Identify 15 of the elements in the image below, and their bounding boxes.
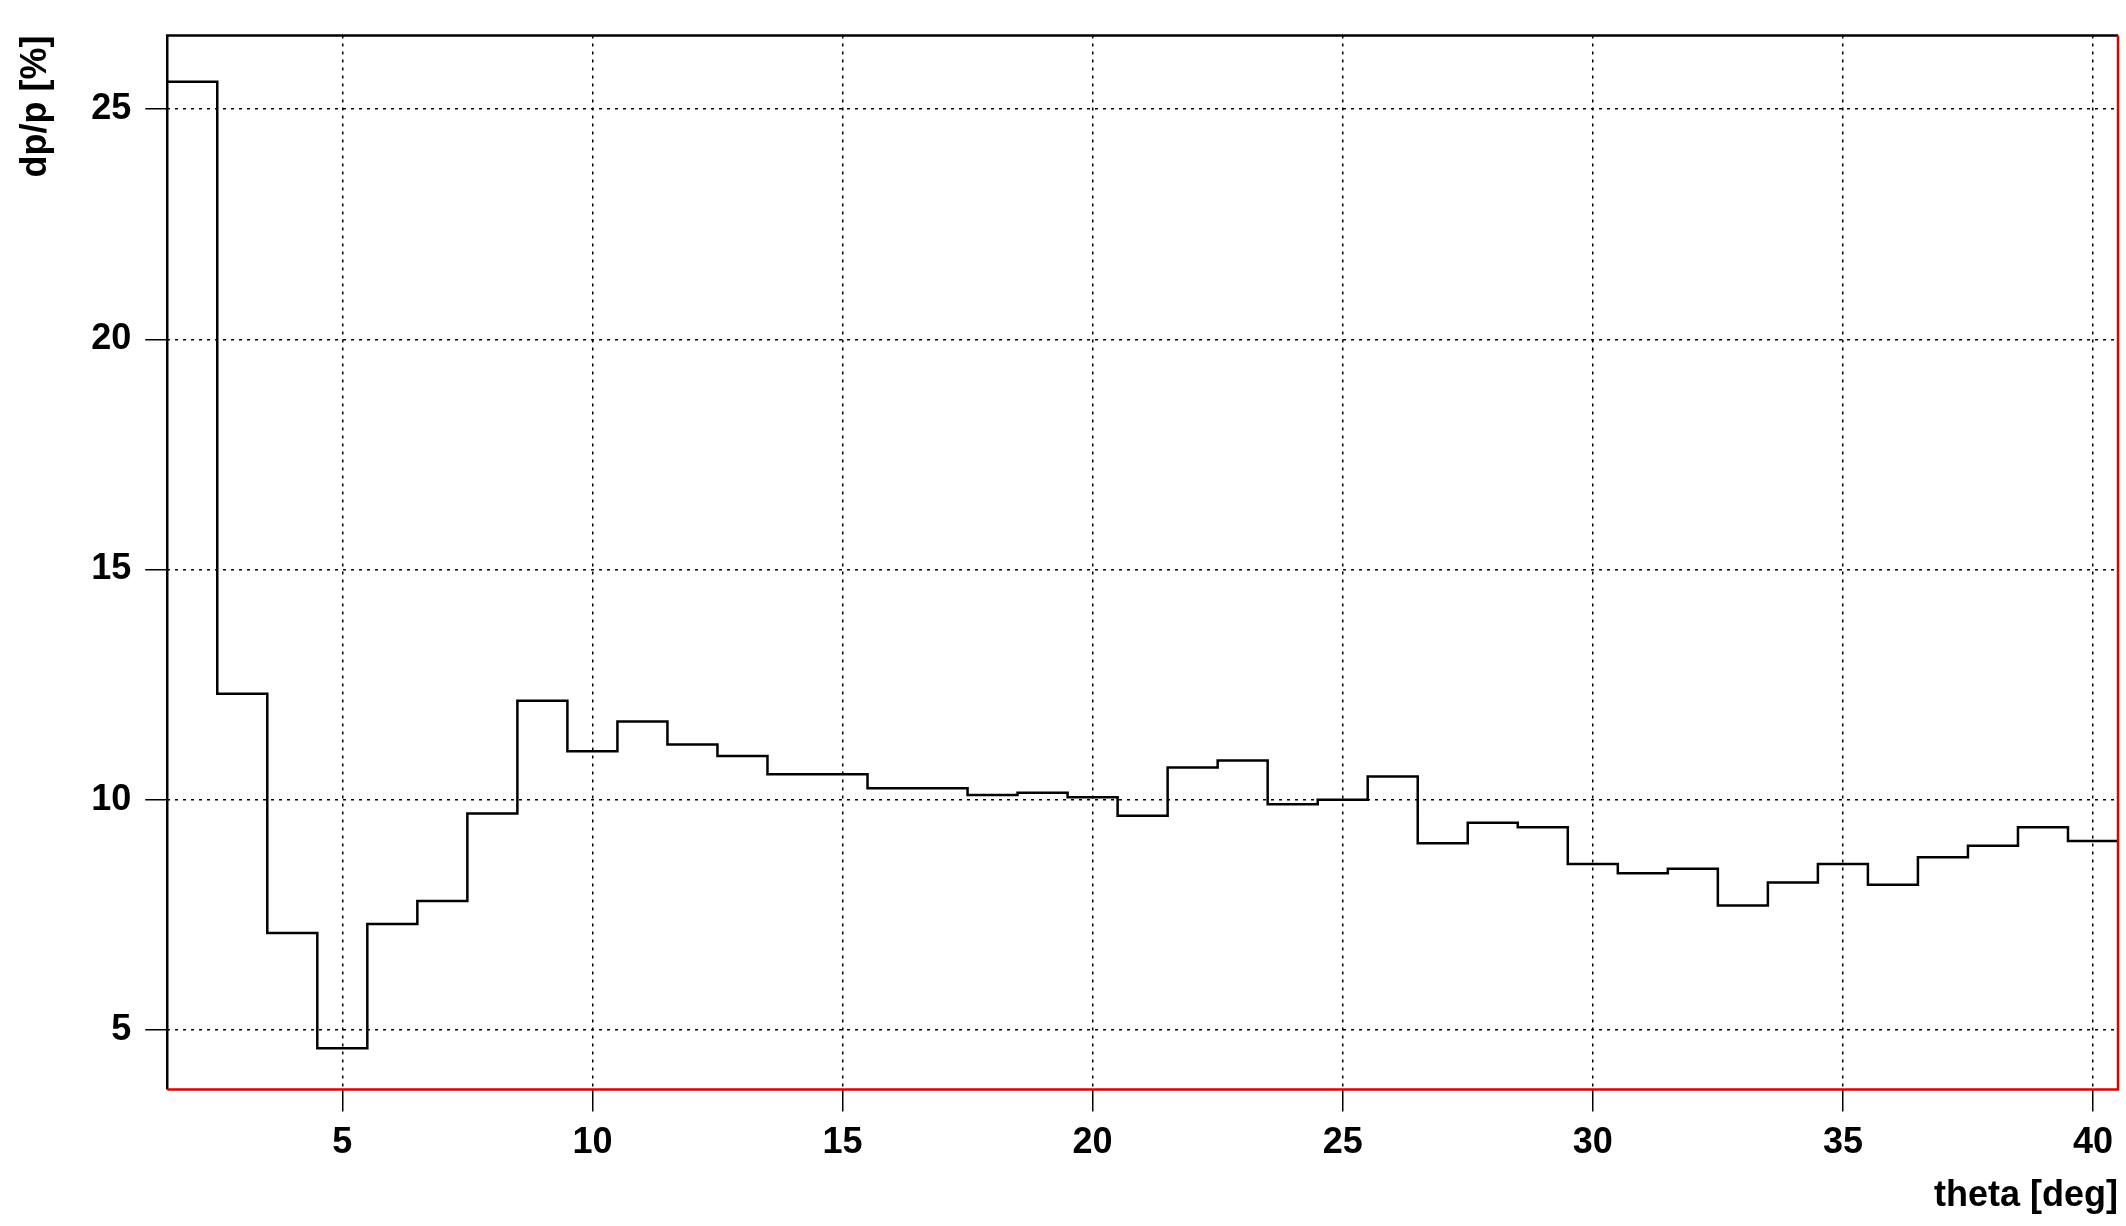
x-tick-label: 25: [1322, 1120, 1363, 1162]
y-tick-label: 10: [91, 776, 132, 818]
x-tick-label: 10: [572, 1120, 613, 1162]
y-tick-label: 5: [111, 1006, 132, 1048]
x-tick-label: 40: [2072, 1120, 2114, 1162]
x-tick-label: 35: [1822, 1120, 1863, 1162]
y-tick-label: 15: [91, 546, 132, 588]
y-axis-title: dp/p [%]: [12, 35, 54, 178]
x-tick-label: 15: [822, 1120, 863, 1162]
x-tick-label: 5: [332, 1120, 353, 1162]
y-tick-label: 20: [91, 316, 132, 358]
x-tick-label: 20: [1072, 1120, 1113, 1162]
y-tick-label: 25: [91, 86, 132, 128]
x-tick-label: 30: [1572, 1120, 1613, 1162]
x-axis-title: theta [deg]: [1934, 1173, 2118, 1215]
